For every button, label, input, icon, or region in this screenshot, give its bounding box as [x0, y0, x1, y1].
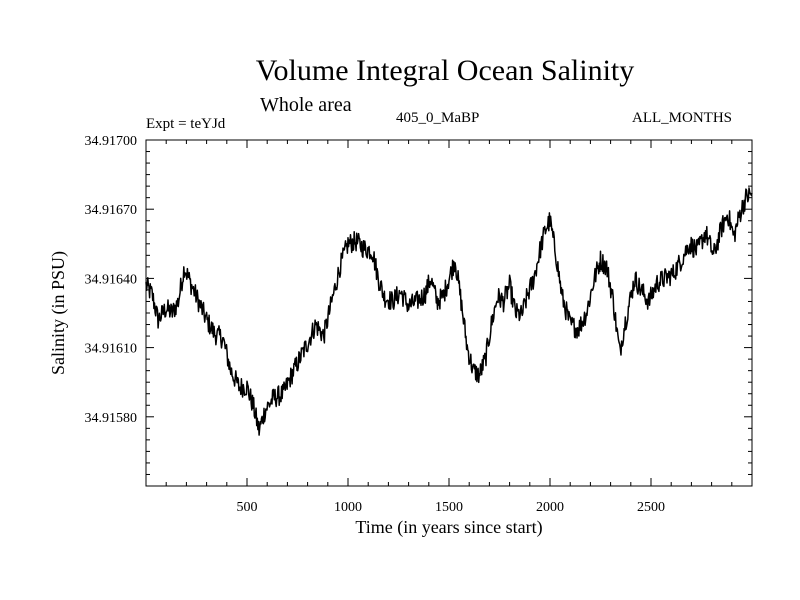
chart-subtitle: Whole area	[260, 94, 352, 116]
plot-frame	[145, 139, 753, 487]
y-tick-label: 34.91610	[85, 342, 138, 357]
period-label: ALL_MONTHS	[632, 110, 732, 126]
x-tick-label: 1500	[435, 500, 463, 515]
x-tick-label: 2000	[536, 500, 564, 515]
y-tick-label: 34.91640	[85, 272, 138, 287]
y-tick-label: 34.91670	[85, 203, 138, 218]
experiment-label: Expt = teYJd	[146, 116, 226, 132]
chart-title: Volume Integral Ocean Salinity	[255, 54, 635, 87]
series-line	[145, 187, 753, 436]
x-tick-label: 500	[237, 500, 258, 515]
axis-ticks: 500 1000 1500 2000 2500 34.91580 34.91610 34.91…	[85, 134, 752, 515]
y-axis-label: Salinity (in PSU)	[48, 251, 69, 375]
run-label: 405_0_MaBP	[396, 110, 480, 126]
x-axis-label: Time (in years since start)	[355, 517, 542, 538]
x-tick-label: 2500	[637, 500, 665, 515]
y-tick-label: 34.91700	[85, 134, 138, 149]
y-tick-label: 34.91580	[85, 411, 138, 426]
x-tick-label: 1000	[334, 500, 362, 515]
